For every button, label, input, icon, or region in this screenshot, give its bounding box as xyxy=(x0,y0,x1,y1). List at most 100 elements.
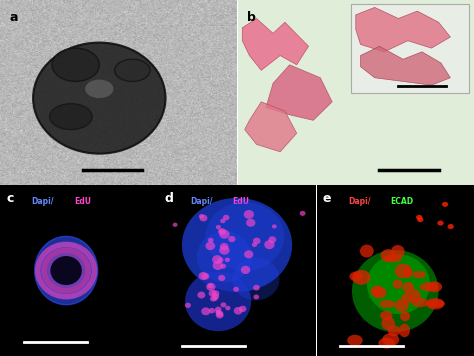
Ellipse shape xyxy=(212,255,222,264)
Ellipse shape xyxy=(185,303,191,308)
Ellipse shape xyxy=(272,224,277,229)
Ellipse shape xyxy=(219,230,230,239)
Ellipse shape xyxy=(367,254,430,314)
Ellipse shape xyxy=(253,237,261,244)
Ellipse shape xyxy=(264,240,274,249)
Text: Dapi/: Dapi/ xyxy=(348,197,371,206)
Ellipse shape xyxy=(416,215,422,220)
Ellipse shape xyxy=(52,48,99,82)
Ellipse shape xyxy=(225,258,230,262)
Ellipse shape xyxy=(201,307,210,315)
Ellipse shape xyxy=(206,202,284,271)
Ellipse shape xyxy=(360,245,374,258)
Ellipse shape xyxy=(219,246,229,255)
Ellipse shape xyxy=(197,231,252,283)
Ellipse shape xyxy=(352,270,371,285)
Ellipse shape xyxy=(220,302,227,308)
Ellipse shape xyxy=(218,228,226,235)
Ellipse shape xyxy=(442,202,448,207)
Ellipse shape xyxy=(220,243,228,250)
PathPatch shape xyxy=(356,7,450,52)
Ellipse shape xyxy=(447,224,454,229)
Ellipse shape xyxy=(380,311,392,320)
Ellipse shape xyxy=(185,271,251,331)
Ellipse shape xyxy=(252,242,257,247)
Ellipse shape xyxy=(215,307,221,313)
Ellipse shape xyxy=(115,59,150,82)
Ellipse shape xyxy=(401,293,413,304)
Bar xyxy=(351,4,469,93)
Ellipse shape xyxy=(50,256,82,285)
Ellipse shape xyxy=(394,299,409,312)
Text: d: d xyxy=(164,192,173,205)
Ellipse shape xyxy=(382,333,399,346)
Ellipse shape xyxy=(410,289,421,303)
Ellipse shape xyxy=(379,300,395,308)
Ellipse shape xyxy=(201,273,210,280)
Ellipse shape xyxy=(392,279,402,289)
Ellipse shape xyxy=(199,272,208,280)
Ellipse shape xyxy=(200,215,208,221)
Ellipse shape xyxy=(208,283,213,288)
Text: b: b xyxy=(247,11,256,24)
Text: ECAD: ECAD xyxy=(391,197,414,206)
Ellipse shape xyxy=(388,325,401,336)
Ellipse shape xyxy=(438,220,444,226)
Ellipse shape xyxy=(216,225,221,229)
Ellipse shape xyxy=(220,219,226,223)
Polygon shape xyxy=(41,243,91,298)
Ellipse shape xyxy=(427,299,445,308)
Ellipse shape xyxy=(225,306,230,310)
Ellipse shape xyxy=(232,258,280,300)
Ellipse shape xyxy=(41,247,91,294)
PathPatch shape xyxy=(361,46,450,85)
Text: a: a xyxy=(9,11,18,24)
Ellipse shape xyxy=(412,298,428,307)
Ellipse shape xyxy=(413,271,426,278)
Ellipse shape xyxy=(173,222,178,227)
Ellipse shape xyxy=(218,275,225,281)
Ellipse shape xyxy=(50,104,92,130)
Ellipse shape xyxy=(381,316,395,330)
Ellipse shape xyxy=(372,287,387,299)
Ellipse shape xyxy=(426,298,445,309)
Ellipse shape xyxy=(399,324,410,337)
PathPatch shape xyxy=(266,65,332,120)
Ellipse shape xyxy=(197,292,205,298)
Ellipse shape xyxy=(216,312,224,319)
Ellipse shape xyxy=(85,80,113,98)
Ellipse shape xyxy=(427,282,442,292)
Ellipse shape xyxy=(223,215,229,220)
Ellipse shape xyxy=(254,294,259,299)
Ellipse shape xyxy=(400,312,410,321)
Ellipse shape xyxy=(209,290,217,297)
Ellipse shape xyxy=(212,293,219,299)
Ellipse shape xyxy=(347,335,363,346)
Ellipse shape xyxy=(220,264,226,269)
Text: Dapi/: Dapi/ xyxy=(31,197,54,206)
Ellipse shape xyxy=(253,285,260,290)
Text: EdU: EdU xyxy=(74,197,91,206)
Polygon shape xyxy=(47,250,85,291)
Ellipse shape xyxy=(349,272,363,281)
Ellipse shape xyxy=(244,210,254,219)
Ellipse shape xyxy=(241,266,250,274)
Ellipse shape xyxy=(239,306,246,312)
Text: Dapi/: Dapi/ xyxy=(190,197,212,206)
Text: c: c xyxy=(6,192,14,205)
Ellipse shape xyxy=(209,308,215,313)
Ellipse shape xyxy=(212,290,219,297)
Ellipse shape xyxy=(419,282,438,291)
PathPatch shape xyxy=(245,102,297,152)
Text: EdU: EdU xyxy=(232,197,249,206)
Ellipse shape xyxy=(384,255,402,262)
Ellipse shape xyxy=(199,214,204,219)
Ellipse shape xyxy=(371,286,383,297)
Ellipse shape xyxy=(33,43,165,154)
Ellipse shape xyxy=(417,217,423,222)
Ellipse shape xyxy=(218,257,224,263)
Ellipse shape xyxy=(219,229,223,233)
Ellipse shape xyxy=(352,250,438,332)
Ellipse shape xyxy=(300,211,306,216)
Ellipse shape xyxy=(233,287,239,292)
